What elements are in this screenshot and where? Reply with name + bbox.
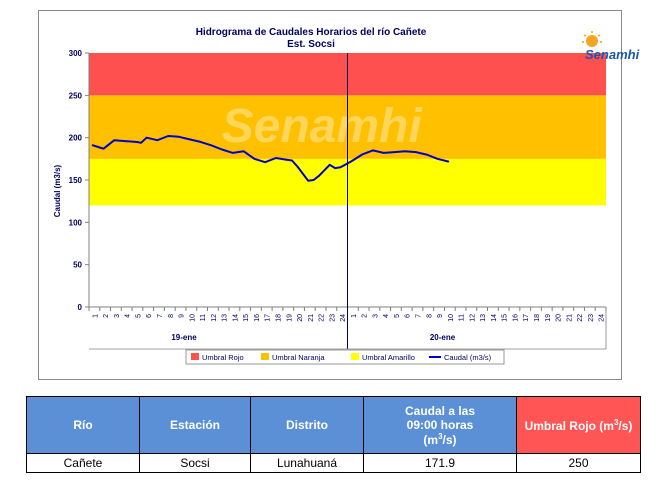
cell-umbral: 250 bbox=[516, 453, 641, 473]
watermark-text: Senamhi bbox=[222, 100, 424, 153]
cell-estacion: Socsi bbox=[139, 453, 251, 473]
x-tick-label: 7 bbox=[157, 314, 164, 318]
x-tick-label: 22 bbox=[319, 314, 326, 322]
header-estacion: Estación bbox=[139, 396, 251, 454]
x-tick-label: 21 bbox=[308, 314, 315, 322]
x-tick-label: 13 bbox=[480, 314, 487, 322]
chart-title: Hidrograma de Caudales Horarios del río … bbox=[196, 27, 427, 38]
table-header-row: Río Estación Distrito Caudal a las 09:00… bbox=[26, 396, 641, 454]
legend-label: Umbral Naranja bbox=[272, 353, 325, 362]
x-tick-label: 6 bbox=[405, 314, 412, 318]
day-label: 19-ene bbox=[171, 333, 197, 342]
x-tick-label: 17 bbox=[523, 314, 530, 322]
hydrograph-chart: Hidrograma de Caudales Horarios del río … bbox=[53, 27, 607, 365]
x-tick-label: 24 bbox=[599, 314, 606, 322]
day-label: 20-ene bbox=[430, 333, 456, 342]
cell-distrito: Lunahuaná bbox=[250, 453, 364, 473]
cell-caudal: 171.9 bbox=[363, 453, 517, 473]
x-tick-label: 20 bbox=[297, 314, 304, 322]
x-tick-label: 19 bbox=[545, 314, 552, 322]
x-tick-label: 24 bbox=[340, 314, 347, 322]
x-tick-label: 7 bbox=[416, 314, 423, 318]
logo-text: Senamhi bbox=[585, 47, 640, 62]
x-tick-label: 6 bbox=[146, 314, 153, 318]
legend-swatch bbox=[261, 353, 269, 360]
x-tick-label: 10 bbox=[448, 314, 455, 322]
legend-swatch bbox=[351, 353, 359, 360]
y-tick-label: 0 bbox=[78, 303, 83, 312]
y-tick-label: 150 bbox=[69, 176, 83, 185]
x-tick-label: 9 bbox=[437, 314, 444, 318]
x-tick-label: 20 bbox=[556, 314, 563, 322]
cell-rio: Cañete bbox=[26, 453, 140, 473]
x-tick-label: 11 bbox=[200, 314, 207, 321]
x-tick-label: 12 bbox=[211, 314, 218, 322]
x-tick-label: 19 bbox=[286, 314, 293, 322]
x-tick-label: 3 bbox=[114, 314, 121, 318]
chart-frame: Hidrograma de Caudales Horarios del río … bbox=[38, 10, 640, 380]
x-tick-label: 11 bbox=[459, 314, 466, 321]
x-tick-label: 4 bbox=[125, 314, 132, 318]
station-table: Río Estación Distrito Caudal a las 09:00… bbox=[26, 396, 641, 473]
table-row: Cañete Socsi Lunahuaná 171.9 250 bbox=[26, 453, 641, 473]
y-tick-label: 200 bbox=[69, 134, 83, 143]
x-tick-label: 14 bbox=[232, 314, 239, 322]
y-tick-label: 50 bbox=[73, 261, 82, 270]
x-tick-label: 8 bbox=[168, 314, 175, 318]
x-tick-label: 16 bbox=[512, 314, 519, 322]
x-tick-label: 5 bbox=[135, 314, 142, 318]
x-tick-label: 8 bbox=[426, 314, 433, 318]
x-tick-label: 4 bbox=[383, 314, 390, 318]
senamhi-logo: Senamhi bbox=[579, 29, 649, 63]
legend-label: Umbral Rojo bbox=[202, 353, 244, 362]
x-tick-label: 1 bbox=[92, 314, 99, 318]
x-tick-label: 17 bbox=[265, 314, 272, 322]
x-tick-label: 1 bbox=[351, 314, 358, 318]
y-tick-label: 300 bbox=[69, 49, 83, 58]
x-tick-label: 15 bbox=[502, 314, 509, 322]
header-distrito: Distrito bbox=[250, 396, 364, 454]
x-tick-label: 2 bbox=[362, 314, 369, 318]
x-tick-label: 14 bbox=[491, 314, 498, 322]
header-rio: Río bbox=[26, 396, 140, 454]
x-tick-label: 16 bbox=[254, 314, 261, 322]
x-tick-label: 18 bbox=[534, 314, 541, 322]
x-tick-label: 3 bbox=[372, 314, 379, 318]
x-tick-label: 22 bbox=[577, 314, 584, 322]
x-tick-label: 10 bbox=[189, 314, 196, 322]
x-tick-label: 23 bbox=[588, 314, 595, 322]
x-tick-label: 12 bbox=[469, 314, 476, 322]
y-tick-label: 100 bbox=[69, 218, 83, 227]
header-umbral-rojo: Umbral Rojo (m3/s) bbox=[516, 396, 641, 454]
x-tick-label: 5 bbox=[394, 314, 401, 318]
sun-icon bbox=[582, 31, 602, 47]
header-caudal: Caudal a las 09:00 horas (m3/s) bbox=[363, 396, 517, 454]
x-tick-label: 15 bbox=[243, 314, 250, 322]
x-tick-label: 2 bbox=[103, 314, 110, 318]
chart-subtitle: Est. Socsi bbox=[287, 39, 335, 50]
legend-label: Caudal (m3/s) bbox=[444, 353, 492, 362]
y-axis-label: Caudal (m3/s) bbox=[53, 164, 62, 217]
x-tick-label: 13 bbox=[222, 314, 229, 322]
x-tick-label: 18 bbox=[275, 314, 282, 322]
legend-label: Umbral Amarillo bbox=[362, 353, 415, 362]
x-tick-label: 23 bbox=[329, 314, 336, 322]
x-tick-label: 21 bbox=[566, 314, 573, 322]
y-tick-label: 250 bbox=[69, 91, 83, 100]
x-tick-label: 9 bbox=[179, 314, 186, 318]
series-line-caudal bbox=[91, 135, 450, 182]
legend-swatch bbox=[191, 353, 199, 360]
